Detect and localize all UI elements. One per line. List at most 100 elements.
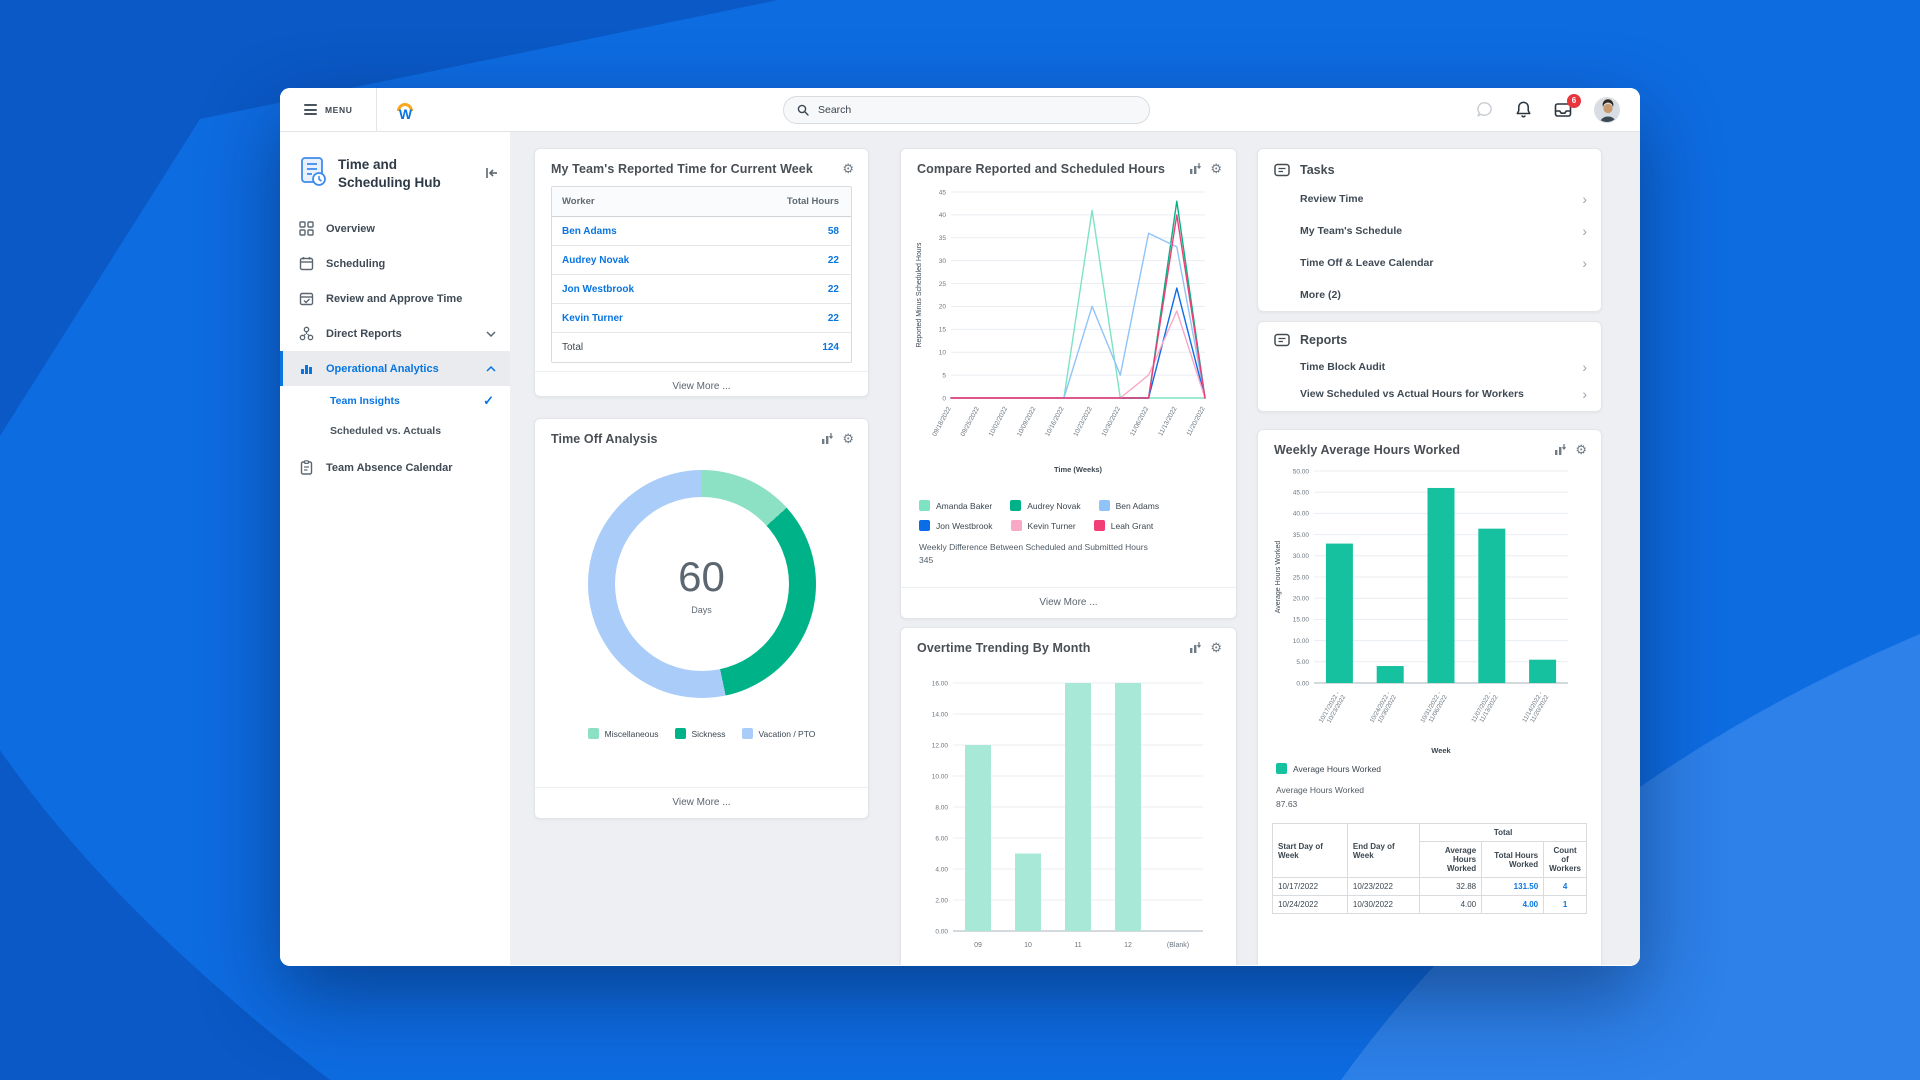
sidebar-item-operational-analytics[interactable]: Operational Analytics (280, 351, 510, 387)
col-header-total: Total (1419, 823, 1587, 843)
user-avatar[interactable] (1594, 96, 1620, 123)
gear-icon[interactable]: ⚙ (1210, 161, 1222, 176)
search-icon (797, 104, 809, 116)
view-more-link[interactable]: View More ... (535, 787, 868, 818)
menu-button[interactable]: MENU (280, 88, 376, 131)
gear-icon[interactable]: ⚙ (842, 431, 854, 446)
task-item-review-time[interactable]: Review Time › (1300, 191, 1587, 207)
legend-swatch (1276, 763, 1287, 774)
sidebar-item-label: Direct Reports (326, 327, 402, 340)
hours-link[interactable]: 58 (827, 225, 839, 237)
sidebar-item-review-approve-time[interactable]: Review and Approve Time (280, 281, 510, 316)
review-approve-icon (299, 292, 314, 306)
sidebar-item-team-insights[interactable]: Team Insights ✓ (280, 386, 510, 416)
sidebar-item-direct-reports[interactable]: Direct Reports (280, 316, 510, 351)
sidebar-item-overview[interactable]: Overview (280, 211, 510, 246)
card-tasks: Tasks Review Time › My Team's Schedule ›… (1257, 148, 1602, 312)
table-cell: 10/30/2022 (1346, 895, 1421, 915)
svg-text:Reported Minus Scheduled Hours: Reported Minus Scheduled Hours (916, 242, 923, 348)
svg-text:10/02/2022: 10/02/2022 (988, 405, 1010, 437)
worker-link[interactable]: Kevin Turner (562, 312, 623, 324)
top-bar: MENU W Search (280, 88, 1640, 132)
legend-item: Jon Westbrook (919, 520, 993, 531)
svg-text:10.00: 10.00 (1293, 638, 1310, 645)
table-cell-link[interactable]: 131.50 (1481, 877, 1545, 897)
sidebar-item-team-absence-calendar[interactable]: Team Absence Calendar (280, 450, 510, 485)
tasks-icon (1274, 163, 1290, 177)
col-header-count-workers: Count of Workers (1543, 841, 1587, 879)
hours-link[interactable]: 22 (827, 283, 839, 295)
workday-logo[interactable]: W (394, 100, 416, 121)
chevron-right-icon: › (1582, 385, 1587, 402)
svg-text:35.00: 35.00 (1293, 532, 1310, 539)
svg-text:10/17/2022 -10/23/2022: 10/17/2022 -10/23/2022 (1318, 690, 1348, 728)
svg-text:6.00: 6.00 (935, 835, 948, 842)
chart-type-icon[interactable] (1189, 162, 1202, 175)
check-icon: ✓ (483, 393, 494, 409)
view-more-link[interactable]: View More ... (535, 371, 868, 396)
chart-type-icon[interactable] (821, 432, 834, 445)
dashboard-content: My Team's Reported Time for Current Week… (510, 132, 1640, 965)
task-item-my-teams-schedule[interactable]: My Team's Schedule › (1300, 223, 1587, 239)
svg-text:Time (Weeks): Time (Weeks) (1054, 465, 1103, 474)
reported-time-table: Worker Total Hours Ben Adams 58 Audrey N… (551, 186, 852, 363)
hours-link[interactable]: 22 (827, 254, 839, 266)
inbox-button[interactable]: 6 (1553, 93, 1581, 119)
sidebar-item-label: Scheduled vs. Actuals (330, 425, 442, 438)
card-title: Compare Reported and Scheduled Hours (917, 162, 1166, 176)
notifications-button[interactable] (1515, 100, 1532, 119)
chevron-right-icon: › (1582, 358, 1587, 375)
svg-text:10/30/2022: 10/30/2022 (1101, 405, 1123, 437)
table-cell: 4.00 (1419, 895, 1483, 915)
overview-icon (299, 221, 314, 236)
svg-text:40.00: 40.00 (1293, 511, 1310, 518)
sidebar-item-label: Team Absence Calendar (326, 461, 453, 474)
sidebar-item-label: Overview (326, 222, 375, 235)
gear-icon[interactable]: ⚙ (1575, 442, 1587, 457)
report-item-scheduled-vs-actual[interactable]: View Scheduled vs Actual Hours for Worke… (1300, 385, 1587, 402)
hours-link[interactable]: 22 (827, 312, 839, 324)
worker-link[interactable]: Ben Adams (562, 225, 617, 237)
total-hours-link[interactable]: 124 (822, 342, 839, 353)
tasks-more-link[interactable]: More (2) (1300, 289, 1341, 301)
svg-text:2.00: 2.00 (935, 897, 948, 904)
compare-legend: Amanda Baker Audrey Novak Ben Adams Jon Wes… (901, 500, 1236, 531)
chart-type-icon[interactable] (1189, 641, 1202, 654)
view-more-link[interactable]: View More ... (901, 587, 1236, 618)
table-row: Ben Adams 58 (552, 217, 851, 246)
collapse-sidebar-button[interactable] (485, 166, 498, 184)
background-shape-dark (0, 0, 778, 436)
search-input[interactable]: Search (783, 96, 1150, 124)
worker-link[interactable]: Audrey Novak (562, 254, 630, 266)
table-cell-link[interactable]: 4 (1543, 877, 1587, 897)
sidebar-item-scheduling[interactable]: Scheduling (280, 246, 510, 281)
legend-item: Ben Adams (1098, 500, 1159, 511)
gear-icon[interactable]: ⚙ (842, 161, 854, 176)
chevron-down-icon (486, 331, 496, 337)
sidebar: Time and Scheduling Hub (280, 132, 510, 965)
svg-text:11/20/2022: 11/20/2022 (1186, 405, 1207, 437)
svg-text:30.00: 30.00 (1293, 553, 1310, 560)
table-total-row: Total 124 (552, 333, 851, 362)
svg-text:0: 0 (942, 395, 946, 402)
task-item-time-off-leave-calendar[interactable]: Time Off & Leave Calendar › (1300, 255, 1587, 271)
chart-type-icon[interactable] (1554, 443, 1567, 456)
absence-calendar-icon (300, 460, 313, 475)
svg-text:09: 09 (974, 942, 982, 949)
sidebar-item-label: Scheduling (326, 257, 386, 270)
svg-text:11/13/2022: 11/13/2022 (1157, 405, 1178, 437)
chat-button[interactable] (1475, 100, 1494, 119)
weekly-summary-table: Start Day of Week End Day of Week Total Ave… (1272, 823, 1587, 915)
col-header-total-hours: Total Hours Worked (1481, 841, 1545, 879)
table-cell-link[interactable]: 4.00 (1481, 895, 1545, 915)
svg-text:0.00: 0.00 (1296, 680, 1309, 687)
svg-text:10/24/2022 -10/30/2022: 10/24/2022 -10/30/2022 (1368, 690, 1398, 728)
sidebar-item-scheduled-vs-actuals[interactable]: Scheduled vs. Actuals (280, 416, 510, 446)
report-item-time-block-audit[interactable]: Time Block Audit › (1300, 358, 1587, 375)
svg-text:45.00: 45.00 (1293, 490, 1310, 497)
table-cell-link[interactable]: 1 (1543, 895, 1587, 915)
svg-text:Average Hours Worked: Average Hours Worked (1275, 541, 1282, 614)
gear-icon[interactable]: ⚙ (1210, 640, 1222, 655)
inbox-badge: 6 (1567, 93, 1581, 108)
worker-link[interactable]: Jon Westbrook (562, 283, 635, 295)
